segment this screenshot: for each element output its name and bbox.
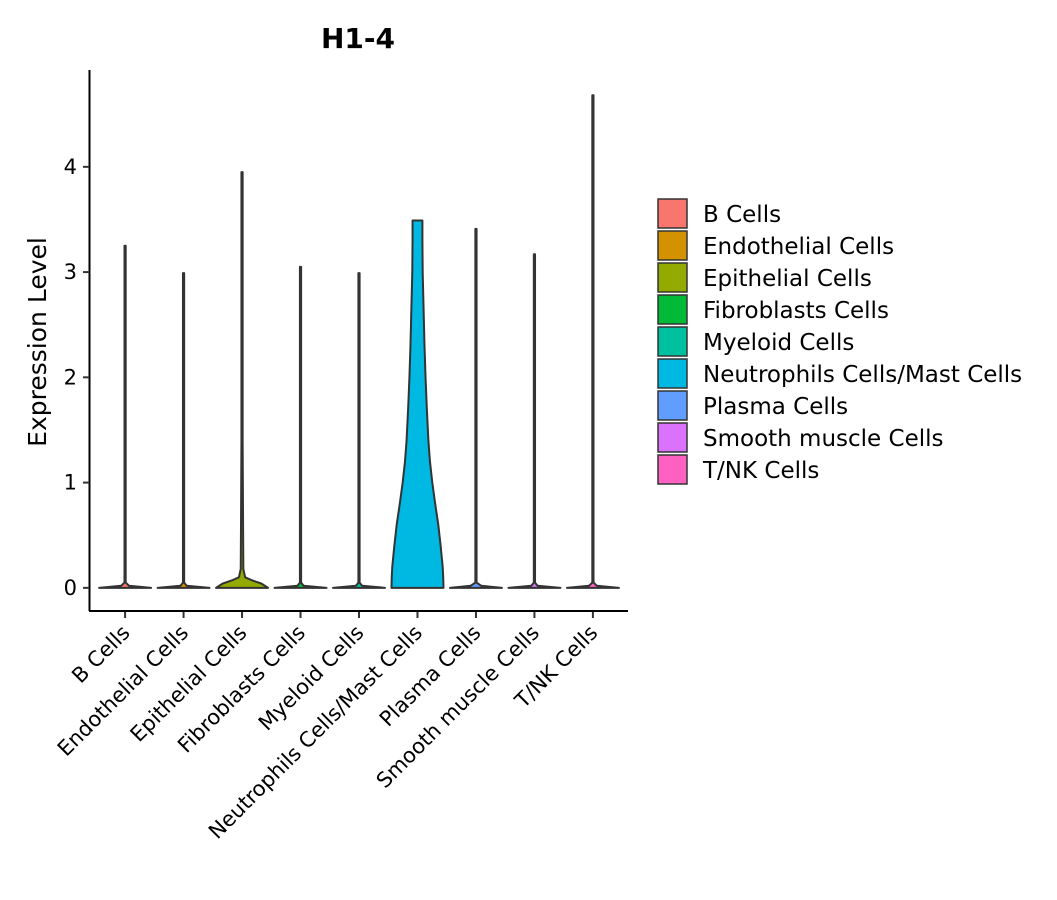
- y-axis-title: Expression Level: [23, 237, 52, 447]
- legend-label-plasma-cells: Plasma Cells: [703, 394, 848, 420]
- violin-b-cells: [98, 244, 153, 589]
- violin-smooth-muscle-cells: [507, 253, 562, 589]
- legend-label-endothelial-cells: Endothelial Cells: [703, 234, 894, 260]
- legend-label-smooth-muscle-cells: Smooth muscle Cells: [703, 426, 944, 452]
- legend-swatch-endothelial-cells: [657, 230, 688, 261]
- legend-label-b-cells: B Cells: [703, 202, 781, 228]
- y-tick-label: 3: [64, 260, 77, 284]
- legend-swatch-smooth-muscle-cells: [657, 422, 688, 453]
- y-ticks-layer: 0 1 2 3 4: [64, 155, 89, 600]
- legend-swatch-neutrophils-cells-mast-cells: [657, 358, 688, 389]
- violin-plasma-cells: [448, 227, 503, 589]
- violin-t-nk-cells: [565, 94, 620, 589]
- violins-layer: [98, 94, 620, 589]
- legend-label-neutrophils-cells-mast-cells: Neutrophils Cells/Mast Cells: [703, 362, 1022, 388]
- x-tick-label-plasma-cells: Plasma Cells: [375, 621, 486, 732]
- violin-neutrophils-cells-mast-cells: [390, 219, 445, 589]
- legend-swatch-plasma-cells: [657, 390, 688, 421]
- legend-swatch-t-nk-cells: [657, 454, 688, 485]
- y-tick-label: 1: [64, 471, 77, 495]
- legend-label-t-nk-cells: T/NK Cells: [702, 458, 819, 484]
- legend-swatch-myeloid-cells: [657, 326, 688, 357]
- violin-myeloid-cells: [332, 272, 386, 589]
- legend-label-myeloid-cells: Myeloid Cells: [703, 330, 854, 356]
- violin-endothelial-cells: [156, 272, 211, 589]
- y-tick-label: 0: [64, 576, 77, 600]
- chart-title: H1-4: [321, 22, 395, 55]
- legend: B Cells Endothelial Cells Epithelial Cells…: [657, 198, 1022, 485]
- y-tick-label: 2: [64, 365, 77, 389]
- legend-label-fibroblasts-cells: Fibroblasts Cells: [703, 298, 889, 324]
- legend-swatch-epithelial-cells: [657, 262, 688, 293]
- legend-swatch-fibroblasts-cells: [657, 294, 688, 325]
- legend-swatch-b-cells: [657, 198, 688, 229]
- violin-fibroblasts-cells: [273, 265, 328, 589]
- legend-label-epithelial-cells: Epithelial Cells: [703, 266, 872, 292]
- y-tick-label: 4: [64, 155, 77, 179]
- violin-epithelial-cells: [215, 171, 270, 589]
- x-tick-label-neutrophils-cells-mast-cells: Neutrophils Cells/Mast Cells: [204, 621, 427, 844]
